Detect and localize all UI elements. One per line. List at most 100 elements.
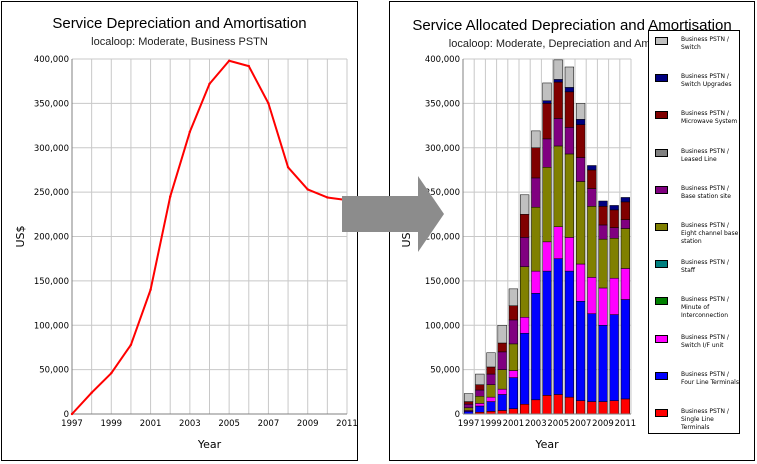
y-tick-label: 200,000 [34,233,69,243]
bar-segment [519,237,530,267]
bar-segment [553,394,563,415]
y-tick-label: 100,000 [34,321,69,331]
bar-segment [508,377,519,409]
legend-label: Business PSTN / Microwave System [681,110,738,126]
bar-segment [508,319,519,345]
bar-segment [508,370,519,378]
bar-segment [475,389,485,397]
line-point [110,371,113,375]
bar-segment [463,403,474,409]
bar-segment [519,214,530,238]
y-tick-label: 50,000 [430,366,460,376]
line-point [208,82,211,86]
bar-segment [553,226,563,259]
x-axis-title: Year [197,438,222,451]
bar-segment [598,401,608,415]
bar-segment [553,258,563,395]
bar-segment [587,206,597,278]
bar-segment [542,138,552,168]
line-point [90,391,93,394]
bar-segment [587,169,597,189]
bar-segment [609,238,619,279]
line-point [169,195,172,198]
bar-segment [575,263,586,302]
bar-segment [463,401,474,405]
bar-segment [531,206,541,272]
bar-segment [620,197,631,203]
bar-segment [508,343,519,371]
bar-segment [463,407,474,411]
bar-segment [609,227,619,239]
bar-segment [475,405,485,413]
bar-segment [598,325,608,402]
legend-label: Business PSTN / Leased Line [681,147,729,163]
line-point [306,188,309,191]
bar-segment [564,87,575,93]
legend-swatch [655,74,668,83]
legend-swatch [655,260,668,269]
bar-segment [531,399,541,415]
right-arrow-icon [342,176,444,252]
bar-segment [587,277,597,314]
x-tick-label: 2005 [218,419,240,429]
bar-segment [497,325,507,344]
bar-segment [575,103,586,120]
legend-swatch [655,185,668,194]
y-tick-label: 50,000 [39,366,69,376]
bar-segment [609,277,619,315]
bar-segment [620,219,631,229]
bar-segment [497,388,507,395]
line-point [326,196,329,199]
legend-label: Business PSTN / Minute of Interconnectio… [681,296,729,320]
bar-segment [497,342,507,353]
y-tick-label: 400,000 [34,55,69,65]
legend-swatch [655,297,668,306]
x-tick-label: 2001 [503,419,525,429]
legend-label: Business PSTN / Four Line Terminals [681,370,739,386]
legend-swatch [655,111,668,120]
bar-segment [553,81,563,119]
x-axis-title: Year [534,438,559,451]
x-tick-label: 2003 [525,419,547,429]
y-tick-label: 300,000 [425,144,460,154]
bar-segment [542,100,552,104]
legend-label: Business PSTN / Single Line Terminals [681,408,729,431]
bar-segment [542,103,552,140]
bar-segment [531,130,541,148]
bar-segment [575,124,586,158]
legend-swatch [655,148,668,157]
bar-segment [553,59,563,80]
y-tick-label: 0 [64,410,69,420]
bar-segment [564,396,575,415]
left-chart-panel: Service Depreciation and Amortisation lo… [1,1,358,461]
bar-segment [620,398,631,415]
bar-segment [598,238,608,289]
y-tick-label: 0 [455,410,460,420]
bar-segment [519,266,530,318]
bar-segment [486,401,496,412]
bar-segment [486,384,496,398]
y-tick-label: 200,000 [425,233,460,243]
bar-segment [486,396,496,402]
bar-segment [475,373,485,385]
bar-segment [564,153,575,238]
legend-label: Business PSTN / Staff [681,259,729,275]
chart-legend: Business PSTN / Switch Business PSTN / Sw… [648,30,740,434]
line-point [188,130,192,133]
bar-segment [587,165,597,171]
bar-segment [486,352,496,368]
line-point [227,59,231,62]
legend-label: Business PSTN / Switch I/F unit [681,333,729,349]
bar-segment [620,268,631,300]
bar-segment [598,200,608,207]
bar-segment [463,393,474,402]
bar-segment [587,401,597,415]
bar-segment [531,293,541,401]
bar-segment [475,403,485,407]
y-tick-label: 350,000 [425,99,460,109]
x-tick-label: 1997 [61,419,83,429]
x-tick-label: 1999 [100,419,122,429]
x-tick-label: 2003 [179,419,201,429]
bar-segment [497,394,507,411]
x-tick-label: 1997 [458,419,480,429]
